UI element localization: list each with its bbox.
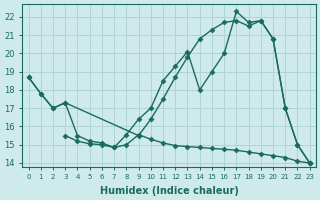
X-axis label: Humidex (Indice chaleur): Humidex (Indice chaleur)	[100, 186, 239, 196]
